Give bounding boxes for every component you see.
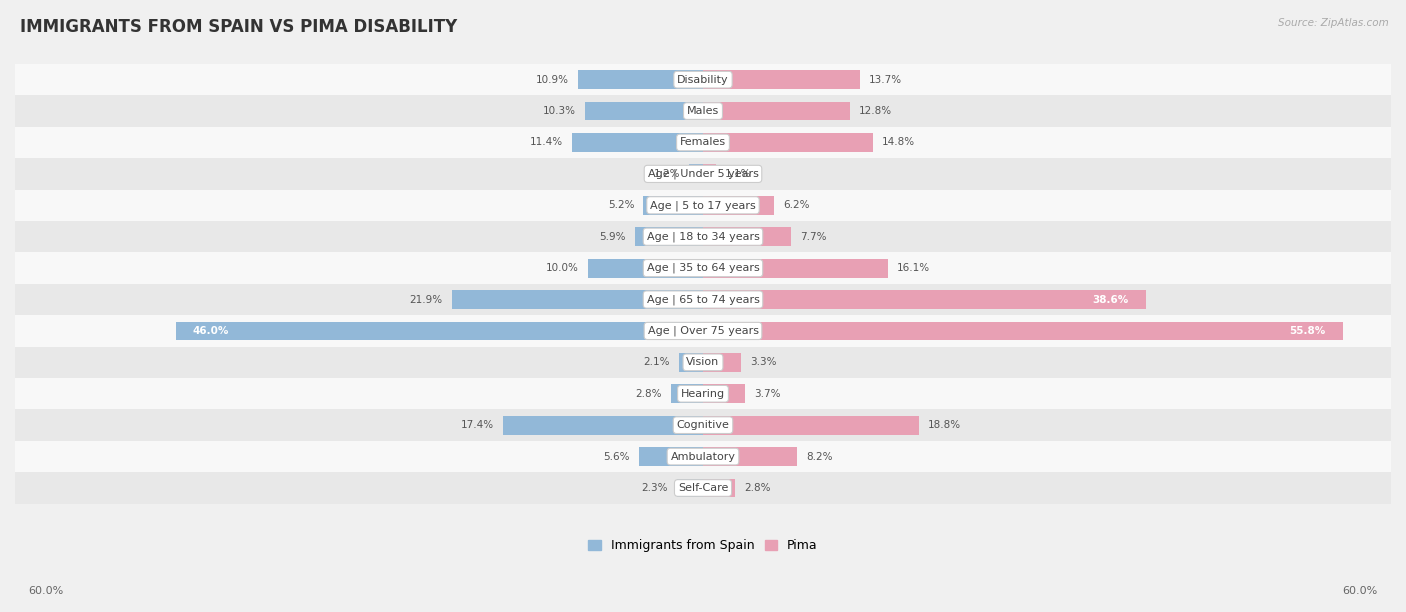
Text: 16.1%: 16.1% <box>897 263 929 273</box>
Bar <box>703 133 873 152</box>
Bar <box>15 190 1391 221</box>
Bar <box>703 479 735 498</box>
Bar <box>15 284 1391 315</box>
Bar <box>585 102 703 121</box>
Text: 11.4%: 11.4% <box>530 138 564 147</box>
Bar <box>676 479 703 498</box>
Bar <box>15 95 1391 127</box>
Text: Cognitive: Cognitive <box>676 420 730 430</box>
Bar <box>703 227 792 246</box>
Bar <box>703 196 775 215</box>
Text: Self-Care: Self-Care <box>678 483 728 493</box>
Bar <box>689 165 703 184</box>
Text: 14.8%: 14.8% <box>882 138 915 147</box>
Text: 1.2%: 1.2% <box>654 169 681 179</box>
Bar <box>644 196 703 215</box>
Bar <box>703 102 849 121</box>
Text: 21.9%: 21.9% <box>409 294 443 305</box>
Text: 7.7%: 7.7% <box>800 232 827 242</box>
Bar <box>703 290 1146 309</box>
Bar <box>703 259 887 278</box>
Text: 5.6%: 5.6% <box>603 452 630 461</box>
Text: Age | 65 to 74 years: Age | 65 to 74 years <box>647 294 759 305</box>
Text: 17.4%: 17.4% <box>461 420 495 430</box>
Text: 2.8%: 2.8% <box>744 483 770 493</box>
Text: 10.0%: 10.0% <box>547 263 579 273</box>
Text: 2.3%: 2.3% <box>641 483 668 493</box>
Text: Age | Under 5 years: Age | Under 5 years <box>648 169 758 179</box>
Bar <box>15 441 1391 472</box>
Bar <box>636 227 703 246</box>
Text: Hearing: Hearing <box>681 389 725 399</box>
Text: Age | 35 to 64 years: Age | 35 to 64 years <box>647 263 759 274</box>
Text: Disability: Disability <box>678 75 728 84</box>
Bar <box>176 321 703 340</box>
Text: Vision: Vision <box>686 357 720 367</box>
Bar <box>15 378 1391 409</box>
Text: 12.8%: 12.8% <box>859 106 891 116</box>
Bar <box>15 346 1391 378</box>
Text: 60.0%: 60.0% <box>28 586 63 595</box>
Bar <box>15 315 1391 346</box>
Text: 1.1%: 1.1% <box>724 169 751 179</box>
Text: 5.9%: 5.9% <box>600 232 626 242</box>
Bar <box>703 416 918 435</box>
Bar <box>703 70 860 89</box>
Text: 3.3%: 3.3% <box>749 357 776 367</box>
Legend: Immigrants from Spain, Pima: Immigrants from Spain, Pima <box>583 534 823 558</box>
Bar <box>15 472 1391 504</box>
Bar <box>15 64 1391 95</box>
Bar <box>588 259 703 278</box>
Text: 10.3%: 10.3% <box>543 106 575 116</box>
Bar <box>503 416 703 435</box>
Bar <box>572 133 703 152</box>
Text: 5.2%: 5.2% <box>607 200 634 211</box>
Text: 46.0%: 46.0% <box>193 326 229 336</box>
Text: 55.8%: 55.8% <box>1289 326 1326 336</box>
Text: 3.7%: 3.7% <box>755 389 782 399</box>
Bar <box>15 158 1391 190</box>
Text: 13.7%: 13.7% <box>869 75 903 84</box>
Text: 60.0%: 60.0% <box>1343 586 1378 595</box>
Bar <box>451 290 703 309</box>
Bar <box>638 447 703 466</box>
Text: 6.2%: 6.2% <box>783 200 810 211</box>
Bar <box>578 70 703 89</box>
Text: 2.1%: 2.1% <box>644 357 669 367</box>
Bar <box>15 409 1391 441</box>
Text: Age | 18 to 34 years: Age | 18 to 34 years <box>647 231 759 242</box>
Text: Source: ZipAtlas.com: Source: ZipAtlas.com <box>1278 18 1389 28</box>
Text: 10.9%: 10.9% <box>536 75 569 84</box>
Text: IMMIGRANTS FROM SPAIN VS PIMA DISABILITY: IMMIGRANTS FROM SPAIN VS PIMA DISABILITY <box>20 18 457 36</box>
Text: 8.2%: 8.2% <box>806 452 832 461</box>
Bar <box>703 321 1343 340</box>
Bar <box>703 447 797 466</box>
Text: Females: Females <box>681 138 725 147</box>
Bar <box>703 353 741 371</box>
Text: 18.8%: 18.8% <box>928 420 960 430</box>
Text: Males: Males <box>688 106 718 116</box>
Bar <box>15 252 1391 284</box>
Bar <box>679 353 703 371</box>
Text: 2.8%: 2.8% <box>636 389 662 399</box>
Text: Ambulatory: Ambulatory <box>671 452 735 461</box>
Bar <box>15 127 1391 158</box>
Bar <box>703 165 716 184</box>
Text: 38.6%: 38.6% <box>1092 294 1129 305</box>
Text: Age | Over 75 years: Age | Over 75 years <box>648 326 758 336</box>
Bar <box>671 384 703 403</box>
Text: Age | 5 to 17 years: Age | 5 to 17 years <box>650 200 756 211</box>
Bar <box>15 221 1391 252</box>
Bar <box>703 384 745 403</box>
